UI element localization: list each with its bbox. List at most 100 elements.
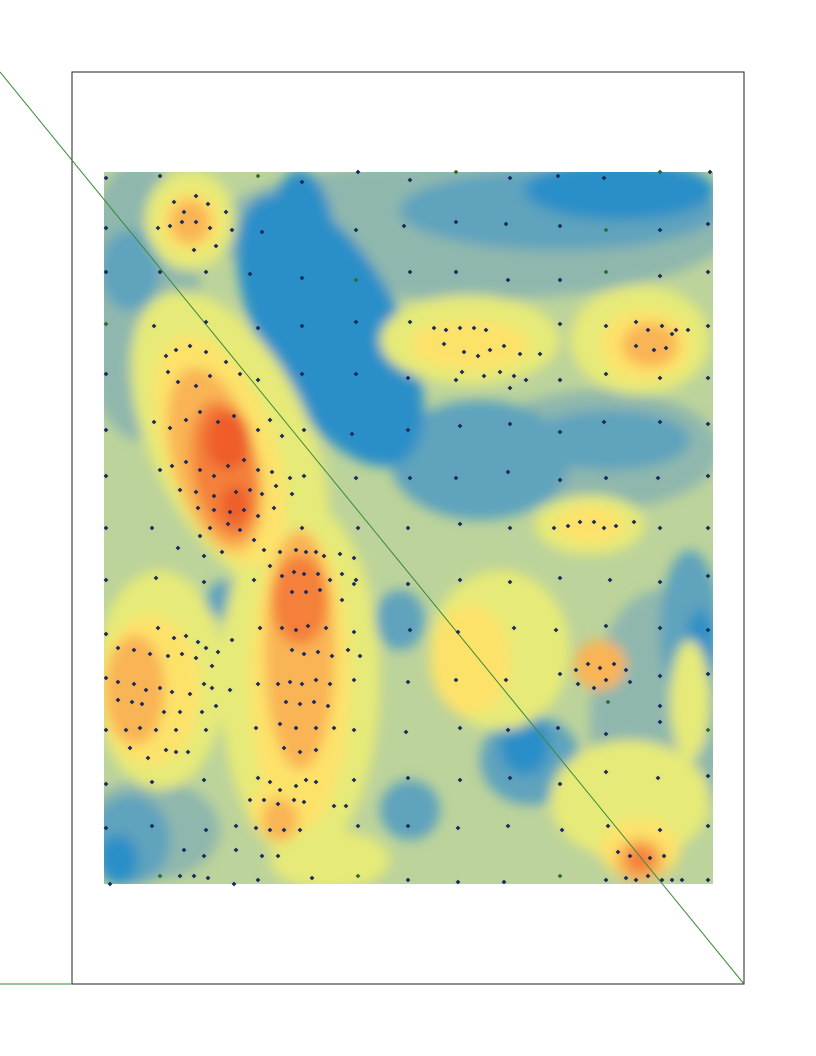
sample-point	[483, 327, 489, 333]
sample-point	[603, 877, 609, 883]
sample-point	[407, 319, 413, 325]
sample-point	[287, 475, 293, 481]
sample-point	[669, 877, 675, 883]
sample-point	[627, 679, 633, 685]
sample-point	[299, 371, 305, 377]
sample-point	[271, 505, 277, 511]
zone-highest	[626, 846, 654, 874]
sample-point	[585, 661, 591, 667]
sample-point	[453, 475, 459, 481]
sample-point	[353, 227, 359, 233]
sample-point	[657, 625, 663, 631]
sample-point	[401, 223, 407, 229]
sample-point	[501, 343, 507, 349]
sample-point	[301, 427, 307, 433]
zone-high	[555, 507, 625, 543]
sample-point	[405, 375, 411, 381]
sample-point	[705, 269, 711, 275]
sample-point	[631, 519, 637, 525]
transect-line	[0, 71, 745, 985]
zone-low	[265, 172, 335, 330]
sample-point	[633, 877, 639, 883]
sample-point	[487, 347, 493, 353]
sample-point	[453, 169, 459, 175]
sample-point	[103, 225, 109, 231]
sample-point	[623, 667, 629, 673]
sample-point	[577, 519, 583, 525]
sample-point	[255, 173, 261, 179]
sample-point	[705, 525, 711, 531]
sample-point	[657, 703, 663, 709]
sample-point	[565, 523, 571, 529]
sample-point	[557, 321, 563, 327]
sample-point	[705, 323, 711, 329]
zone-low	[500, 715, 550, 775]
sample-point	[505, 469, 511, 475]
sample-point	[443, 327, 449, 333]
sample-point	[457, 325, 463, 331]
sample-point	[645, 327, 651, 333]
sample-point	[551, 525, 557, 531]
sample-point	[253, 725, 259, 731]
sample-point	[299, 275, 305, 281]
sample-point	[603, 677, 609, 683]
sample-point	[557, 671, 563, 677]
sample-point	[679, 877, 685, 883]
sample-point	[705, 671, 711, 677]
zone-higher	[574, 640, 626, 690]
sample-point	[603, 623, 609, 629]
sample-point	[557, 429, 563, 435]
sample-point	[603, 769, 609, 775]
sample-point	[553, 627, 559, 633]
sample-point	[255, 467, 261, 473]
zone-low-mid	[104, 230, 160, 310]
sample-point	[511, 625, 517, 631]
sample-point	[657, 419, 663, 425]
sample-point	[603, 475, 609, 481]
sample-point	[611, 661, 617, 667]
zone-mid-high	[550, 740, 710, 860]
sample-point	[601, 525, 607, 531]
zone-low-mid	[375, 590, 425, 650]
sample-point	[353, 475, 359, 481]
sample-point	[655, 475, 661, 481]
sample-point	[405, 427, 411, 433]
sample-point	[507, 385, 513, 391]
sample-point	[633, 343, 639, 349]
sample-point	[457, 423, 463, 429]
sample-point	[507, 421, 513, 427]
sample-point	[255, 427, 261, 433]
sample-point	[661, 853, 667, 859]
sample-point	[255, 377, 261, 383]
sample-point	[511, 373, 517, 379]
sample-point	[505, 277, 511, 283]
sample-point	[475, 353, 481, 359]
sample-point	[651, 347, 657, 353]
sample-point	[355, 169, 361, 175]
zone-mid-high	[670, 640, 710, 760]
sample-point	[645, 873, 651, 879]
sample-point	[431, 325, 437, 331]
sample-point	[471, 325, 477, 331]
sample-point	[685, 327, 691, 333]
sample-point	[705, 375, 711, 381]
sample-point	[537, 351, 543, 357]
sample-point	[103, 175, 109, 181]
sample-point	[349, 431, 355, 437]
sample-point	[481, 373, 487, 379]
sample-point	[607, 577, 613, 583]
zone-higher	[105, 635, 165, 745]
sample-point	[407, 475, 413, 481]
sample-point	[575, 681, 581, 687]
zone-low-mid	[380, 780, 440, 840]
sample-point	[299, 179, 305, 185]
sample-point	[657, 579, 663, 585]
sample-point	[659, 877, 665, 883]
sample-point	[453, 377, 459, 383]
sample-point	[407, 177, 413, 183]
sample-point	[705, 773, 711, 779]
sample-point	[657, 827, 663, 833]
sample-point	[555, 725, 561, 731]
sample-point	[633, 319, 639, 325]
